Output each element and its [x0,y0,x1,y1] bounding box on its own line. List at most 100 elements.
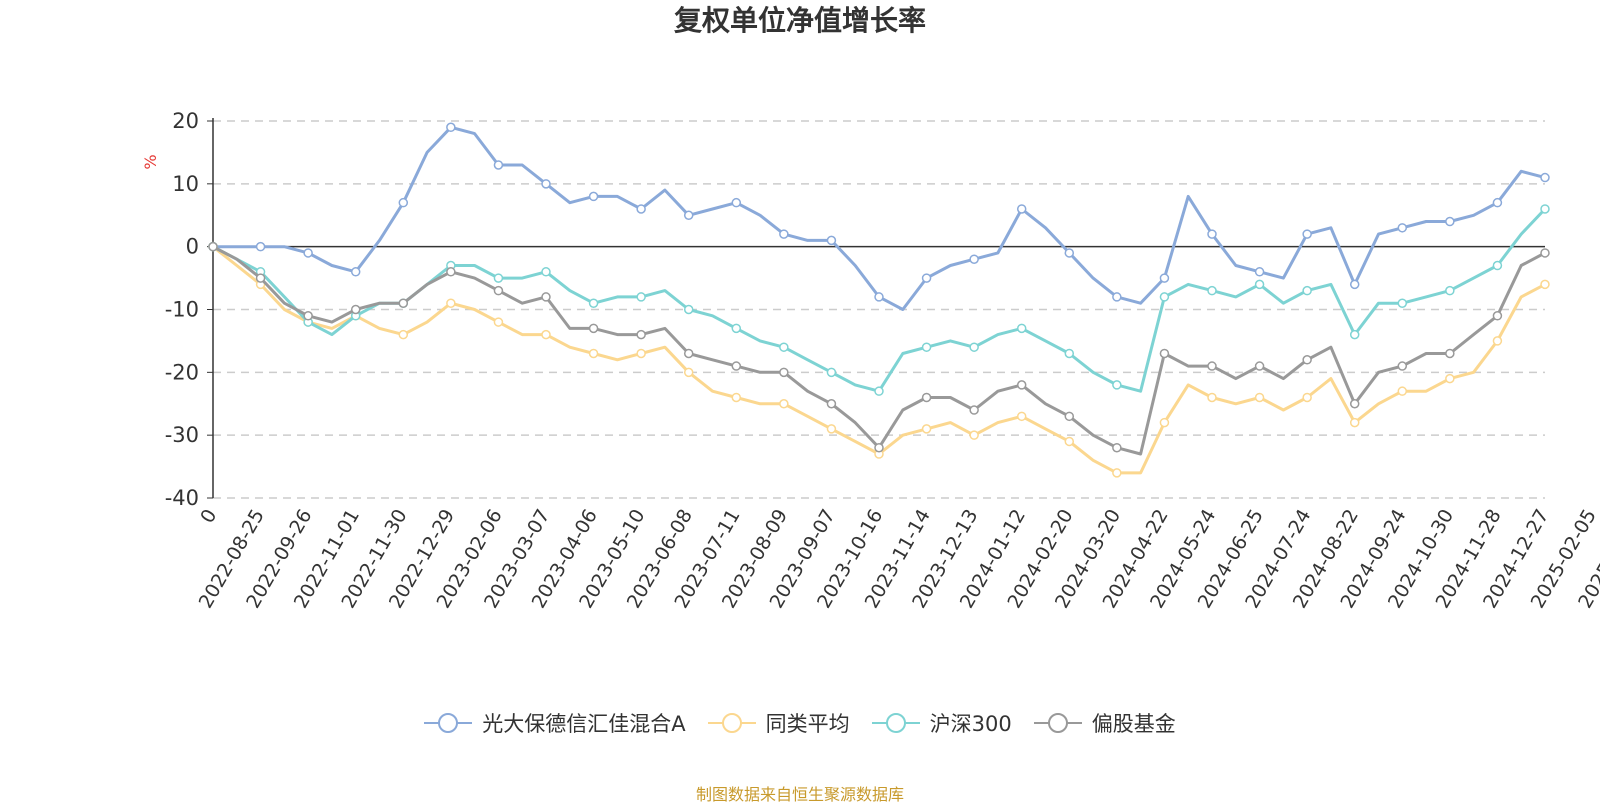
data-point [1349,399,1360,409]
data-point [731,361,742,371]
data-point [1397,298,1408,308]
data-point [1492,311,1503,321]
data-point [1159,417,1170,428]
y-tick-label: -10 [165,298,199,322]
data-point [1112,292,1122,302]
y-tick-label: 10 [172,172,199,196]
data-point [1349,329,1360,340]
legend: 光大保德信汇佳混合A 同类平均 沪深300 偏股基金 [0,708,1600,738]
data-point [1302,392,1312,403]
data-point [779,229,789,239]
data-point [303,311,313,321]
data-point [350,267,361,277]
grid-lines [213,120,1545,499]
y-tick-label: -40 [165,486,199,510]
data-point [1302,285,1312,296]
y-axis: 20 10 0 -10 -20 -30 -40 [165,109,214,510]
series-line [213,125,1546,311]
data-point [969,430,979,440]
data-point [1302,229,1312,239]
data-point [255,241,266,252]
data-point [398,197,409,208]
data-point [1064,248,1075,258]
legend-item-series-1[interactable]: 同类平均 [707,708,850,738]
data-point [493,160,504,170]
data-point [1016,204,1027,214]
series-3 [208,241,1550,456]
x-axis: 02022-08-252022-09-262022-11-012022-11-3… [195,505,1600,612]
legend-item-series-3[interactable]: 偏股基金 [1033,708,1176,738]
legend-marker-icon [1033,713,1082,733]
data-point [1540,172,1550,183]
data-point [969,342,979,352]
source-footer: 制图数据来自恒生聚源数据库 [695,785,904,804]
data-point [588,298,599,308]
data-point [208,241,218,252]
data-point [493,317,504,327]
data-point [541,329,551,340]
data-point [1397,223,1408,233]
data-point [1207,229,1217,239]
data-point [1064,411,1075,422]
data-point [874,292,884,302]
data-point [1064,348,1075,359]
legend-item-series-2[interactable]: 沪深300 [871,708,1012,738]
data-point [588,191,599,202]
series-line [212,245,1546,475]
legend-label: 沪深300 [929,712,1012,736]
data-point [1207,392,1217,403]
data-point [636,348,646,359]
legend-marker-icon [424,713,473,733]
data-point [731,392,742,403]
legend-marker-icon [707,713,756,733]
data-point [874,386,884,396]
data-point [1112,442,1122,453]
data-point [683,367,694,378]
data-point [1540,279,1550,290]
data-point [1064,436,1075,447]
y-tick-label: -30 [165,423,199,447]
chart-title: 复权单位净值增长率 [674,4,926,37]
data-point [1016,411,1027,422]
data-point [1112,380,1122,390]
data-point [779,342,789,352]
data-point [350,304,361,315]
data-point [1254,361,1265,371]
data-point [779,367,789,378]
data-point [683,348,694,359]
data-point [1397,361,1408,371]
data-point [1016,323,1027,334]
data-point [1159,348,1170,359]
data-point [398,329,409,340]
x-tick-label: 0 [196,506,221,527]
data-point [969,254,979,264]
data-point [1254,267,1265,277]
data-point [969,405,979,415]
data-point [446,267,456,277]
data-point [1445,216,1455,227]
data-point [1445,348,1455,359]
data-point [683,304,694,315]
data-point [1540,204,1550,214]
data-point [731,197,742,208]
data-point [636,204,646,214]
data-point [1207,285,1217,296]
data-point [1159,273,1170,283]
y-tick-label: 20 [172,109,199,133]
data-point [1492,336,1503,346]
data-point [1112,468,1122,478]
data-point [826,367,837,378]
data-point [493,285,504,296]
legend-item-series-0[interactable]: 光大保德信汇佳混合A [424,708,686,738]
data-point [1254,392,1265,403]
series-line [212,245,1546,456]
data-point [1540,248,1550,258]
series-1 [208,241,1550,478]
legend-label: 光大保德信汇佳混合A [482,712,686,736]
data-point [779,399,789,409]
data-point [1492,260,1503,271]
data-point [1254,279,1265,290]
y-axis-unit: % [141,154,160,169]
data-point [588,323,599,334]
